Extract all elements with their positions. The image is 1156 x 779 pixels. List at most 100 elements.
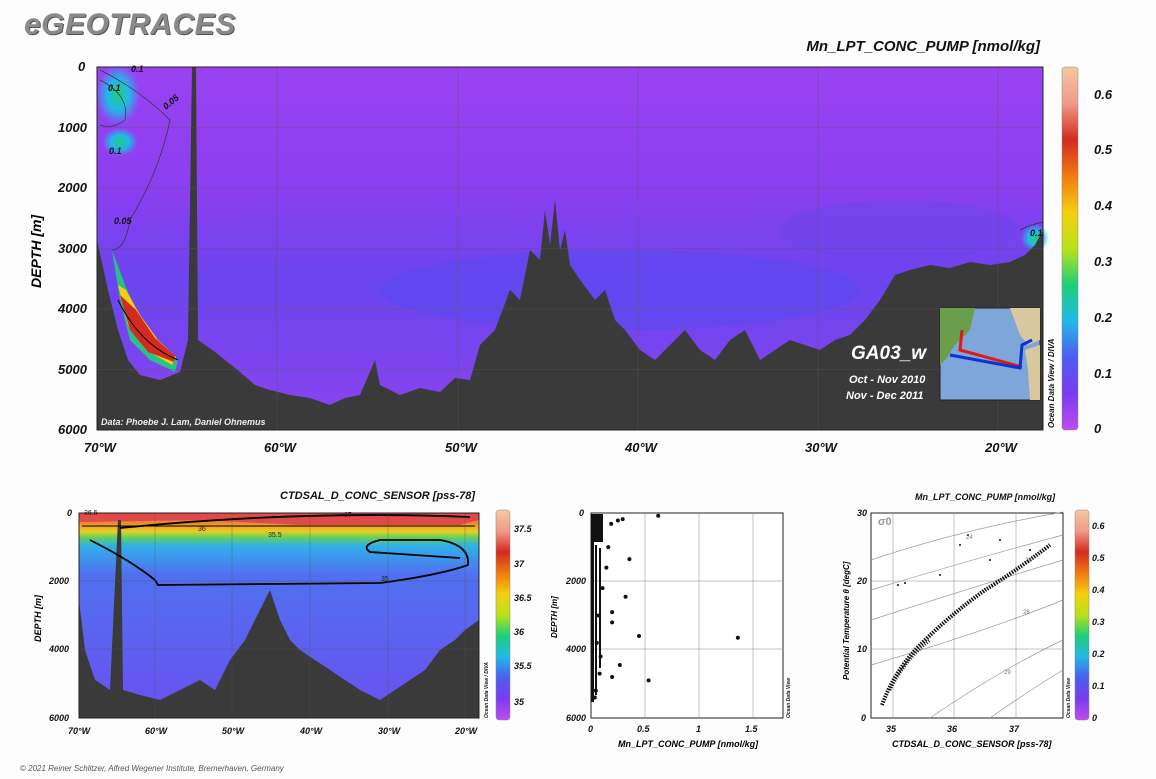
scatter-point	[606, 545, 611, 550]
ts-isopycnal-label: 28	[1023, 610, 1030, 616]
ts-cbar-tick: 0.1	[1092, 681, 1105, 691]
main-cbar-tick-0.2: 0.2	[1094, 310, 1113, 325]
main-x-tick-50w: 50°W	[445, 440, 477, 455]
ts-x-tick: 35	[886, 724, 897, 734]
ts-y-tick: 0	[861, 713, 867, 723]
footer-copyright: © 2021 Reiner Schlitzer, Alfred Wegener …	[20, 764, 284, 773]
scatter-point	[623, 594, 628, 599]
sal-contour-label: 35.5	[268, 532, 282, 539]
cruise-date-1: Oct - Nov 2010	[849, 374, 926, 386]
main-chart-title: Mn_LPT_CONC_PUMP [nmol/kg]	[806, 38, 1040, 55]
sal-contour-label: 36	[198, 526, 206, 533]
salinity-depth-label: DEPTH [m]	[33, 595, 43, 642]
sal-contour-label: 36.5	[84, 510, 98, 517]
ts-cbar-label: Ocean Data View	[1066, 677, 1072, 718]
scatter-y-tick: 6000	[566, 713, 587, 723]
sal-y-tick: 4000	[49, 644, 70, 654]
scatter-point	[604, 565, 609, 570]
ts-y-tick: 20	[857, 576, 868, 586]
scatter-x-label: Mn_LPT_CONC_PUMP [nmol/kg]	[618, 739, 759, 749]
sal-contour-label: 37	[344, 512, 352, 519]
sal-y-tick: 6000	[49, 713, 70, 723]
cruise-date-2: Nov - Dec 2011	[846, 390, 924, 402]
main-cbar-label: Ocean Data View / DIVA	[1047, 338, 1056, 428]
scatter-y-tick: 0	[579, 508, 585, 518]
scatter-y-tick: 4000	[566, 644, 587, 654]
main-x-tick-20w: 20°W	[985, 440, 1017, 455]
sal-x-tick: 40°W	[300, 726, 323, 736]
ts-cbar-tick: 0.4	[1092, 585, 1105, 595]
ts-x-tick: 37	[1009, 724, 1020, 734]
main-y-tick-0: 0	[78, 59, 86, 74]
main-cbar-tick-0.3: 0.3	[1094, 254, 1113, 269]
sal-cbar-tick: 36	[514, 627, 525, 637]
scatter-side-label: Ocean Data View	[786, 677, 792, 718]
sal-cbar-tick: 35.5	[514, 661, 532, 671]
main-y-tick-1000: 1000	[58, 120, 87, 135]
main-x-tick-40w: 40°W	[625, 440, 657, 455]
main-x-tick-70w: 70°W	[84, 440, 116, 455]
main-y-tick-5000: 5000	[58, 362, 87, 377]
scatter-point	[637, 634, 641, 638]
ts-y-label: Potential Temperature θ [degC]	[842, 561, 851, 680]
section-name: GA03_w	[851, 343, 926, 364]
sal-cbar-tick: 37.5	[514, 524, 532, 534]
scatter-point	[615, 518, 620, 523]
ts-cbar-tick: 0	[1092, 713, 1098, 723]
scatter-x-tick: 1.5	[745, 724, 758, 734]
scatter-point	[620, 517, 625, 522]
scatter-depth-label: DEPTH [m]	[550, 596, 559, 638]
sal-x-tick: 30°W	[378, 726, 401, 736]
sal-contour-label: 35	[381, 576, 389, 583]
sal-y-tick: 2000	[49, 576, 70, 586]
scatter-point	[610, 620, 615, 625]
ts-sigma-label: σ0	[878, 516, 892, 528]
contour-label: 0.1	[131, 64, 144, 74]
scatter-y-tick: 2000	[566, 576, 587, 586]
contour-label: 0.05	[114, 216, 132, 226]
ts-cbar-tick: 0.6	[1092, 521, 1105, 531]
scatter-x-tick: 0.5	[637, 724, 650, 734]
main-x-tick-60w: 60°W	[264, 440, 296, 455]
scatter-point	[597, 671, 602, 676]
sal-x-tick: 20°W	[455, 726, 478, 736]
scatter-point	[610, 675, 615, 679]
ts-isopycnal-label: 24	[966, 535, 973, 541]
ts-y-tick: 10	[857, 644, 868, 654]
scatter-point	[609, 521, 614, 526]
ts-x-tick: 36	[947, 724, 958, 734]
contour-label: 0.1	[109, 146, 122, 156]
main-y-tick-4000: 4000	[58, 301, 87, 316]
main-cbar-tick-0.5: 0.5	[1094, 142, 1113, 157]
sal-cbar-tick: 36.5	[514, 593, 532, 603]
sal-x-tick: 50°W	[222, 726, 245, 736]
sal-cbar-tick: 37	[514, 559, 525, 569]
ts-x-label: CTDSAL_D_CONC_SENSOR [pss-78]	[892, 739, 1052, 749]
main-cbar-tick-0.4: 0.4	[1094, 198, 1113, 213]
scatter-point	[735, 635, 740, 640]
sal-cbar-label: Ocean Data View / DIVA	[484, 662, 490, 718]
sal-x-tick: 60°W	[145, 726, 168, 736]
scatter-point	[646, 678, 651, 683]
scatter-x-tick: 1	[696, 724, 702, 734]
salinity-title: CTDSAL_D_CONC_SENSOR [pss-78]	[280, 490, 475, 502]
main-cbar-tick-0.1: 0.1	[1094, 366, 1113, 381]
main-cbar-tick-0.6: 0.6	[1094, 87, 1113, 102]
scatter-point	[656, 513, 661, 518]
scatter-point	[600, 586, 605, 591]
ts-title: Mn_LPT_CONC_PUMP [nmol/kg]	[915, 492, 1056, 502]
contour-label: 0.1	[108, 83, 121, 93]
scatter-point	[610, 610, 615, 615]
scatter-point	[627, 557, 632, 562]
ts-cbar-tick: 0.5	[1092, 553, 1105, 563]
sal-cbar-tick: 35	[514, 697, 525, 707]
main-x-tick-30w: 30°W	[805, 440, 837, 455]
sal-y-tick: 0	[67, 508, 73, 518]
scatter-x-tick: 0	[588, 724, 594, 734]
contour-label: 0.1	[1030, 228, 1043, 238]
egeotraces-logo: eGEOTRACES	[24, 8, 236, 41]
main-y-tick-6000: 6000	[58, 422, 87, 437]
ts-isopycnal-label: 26	[1025, 558, 1032, 564]
sal-x-tick: 70°W	[68, 726, 91, 736]
